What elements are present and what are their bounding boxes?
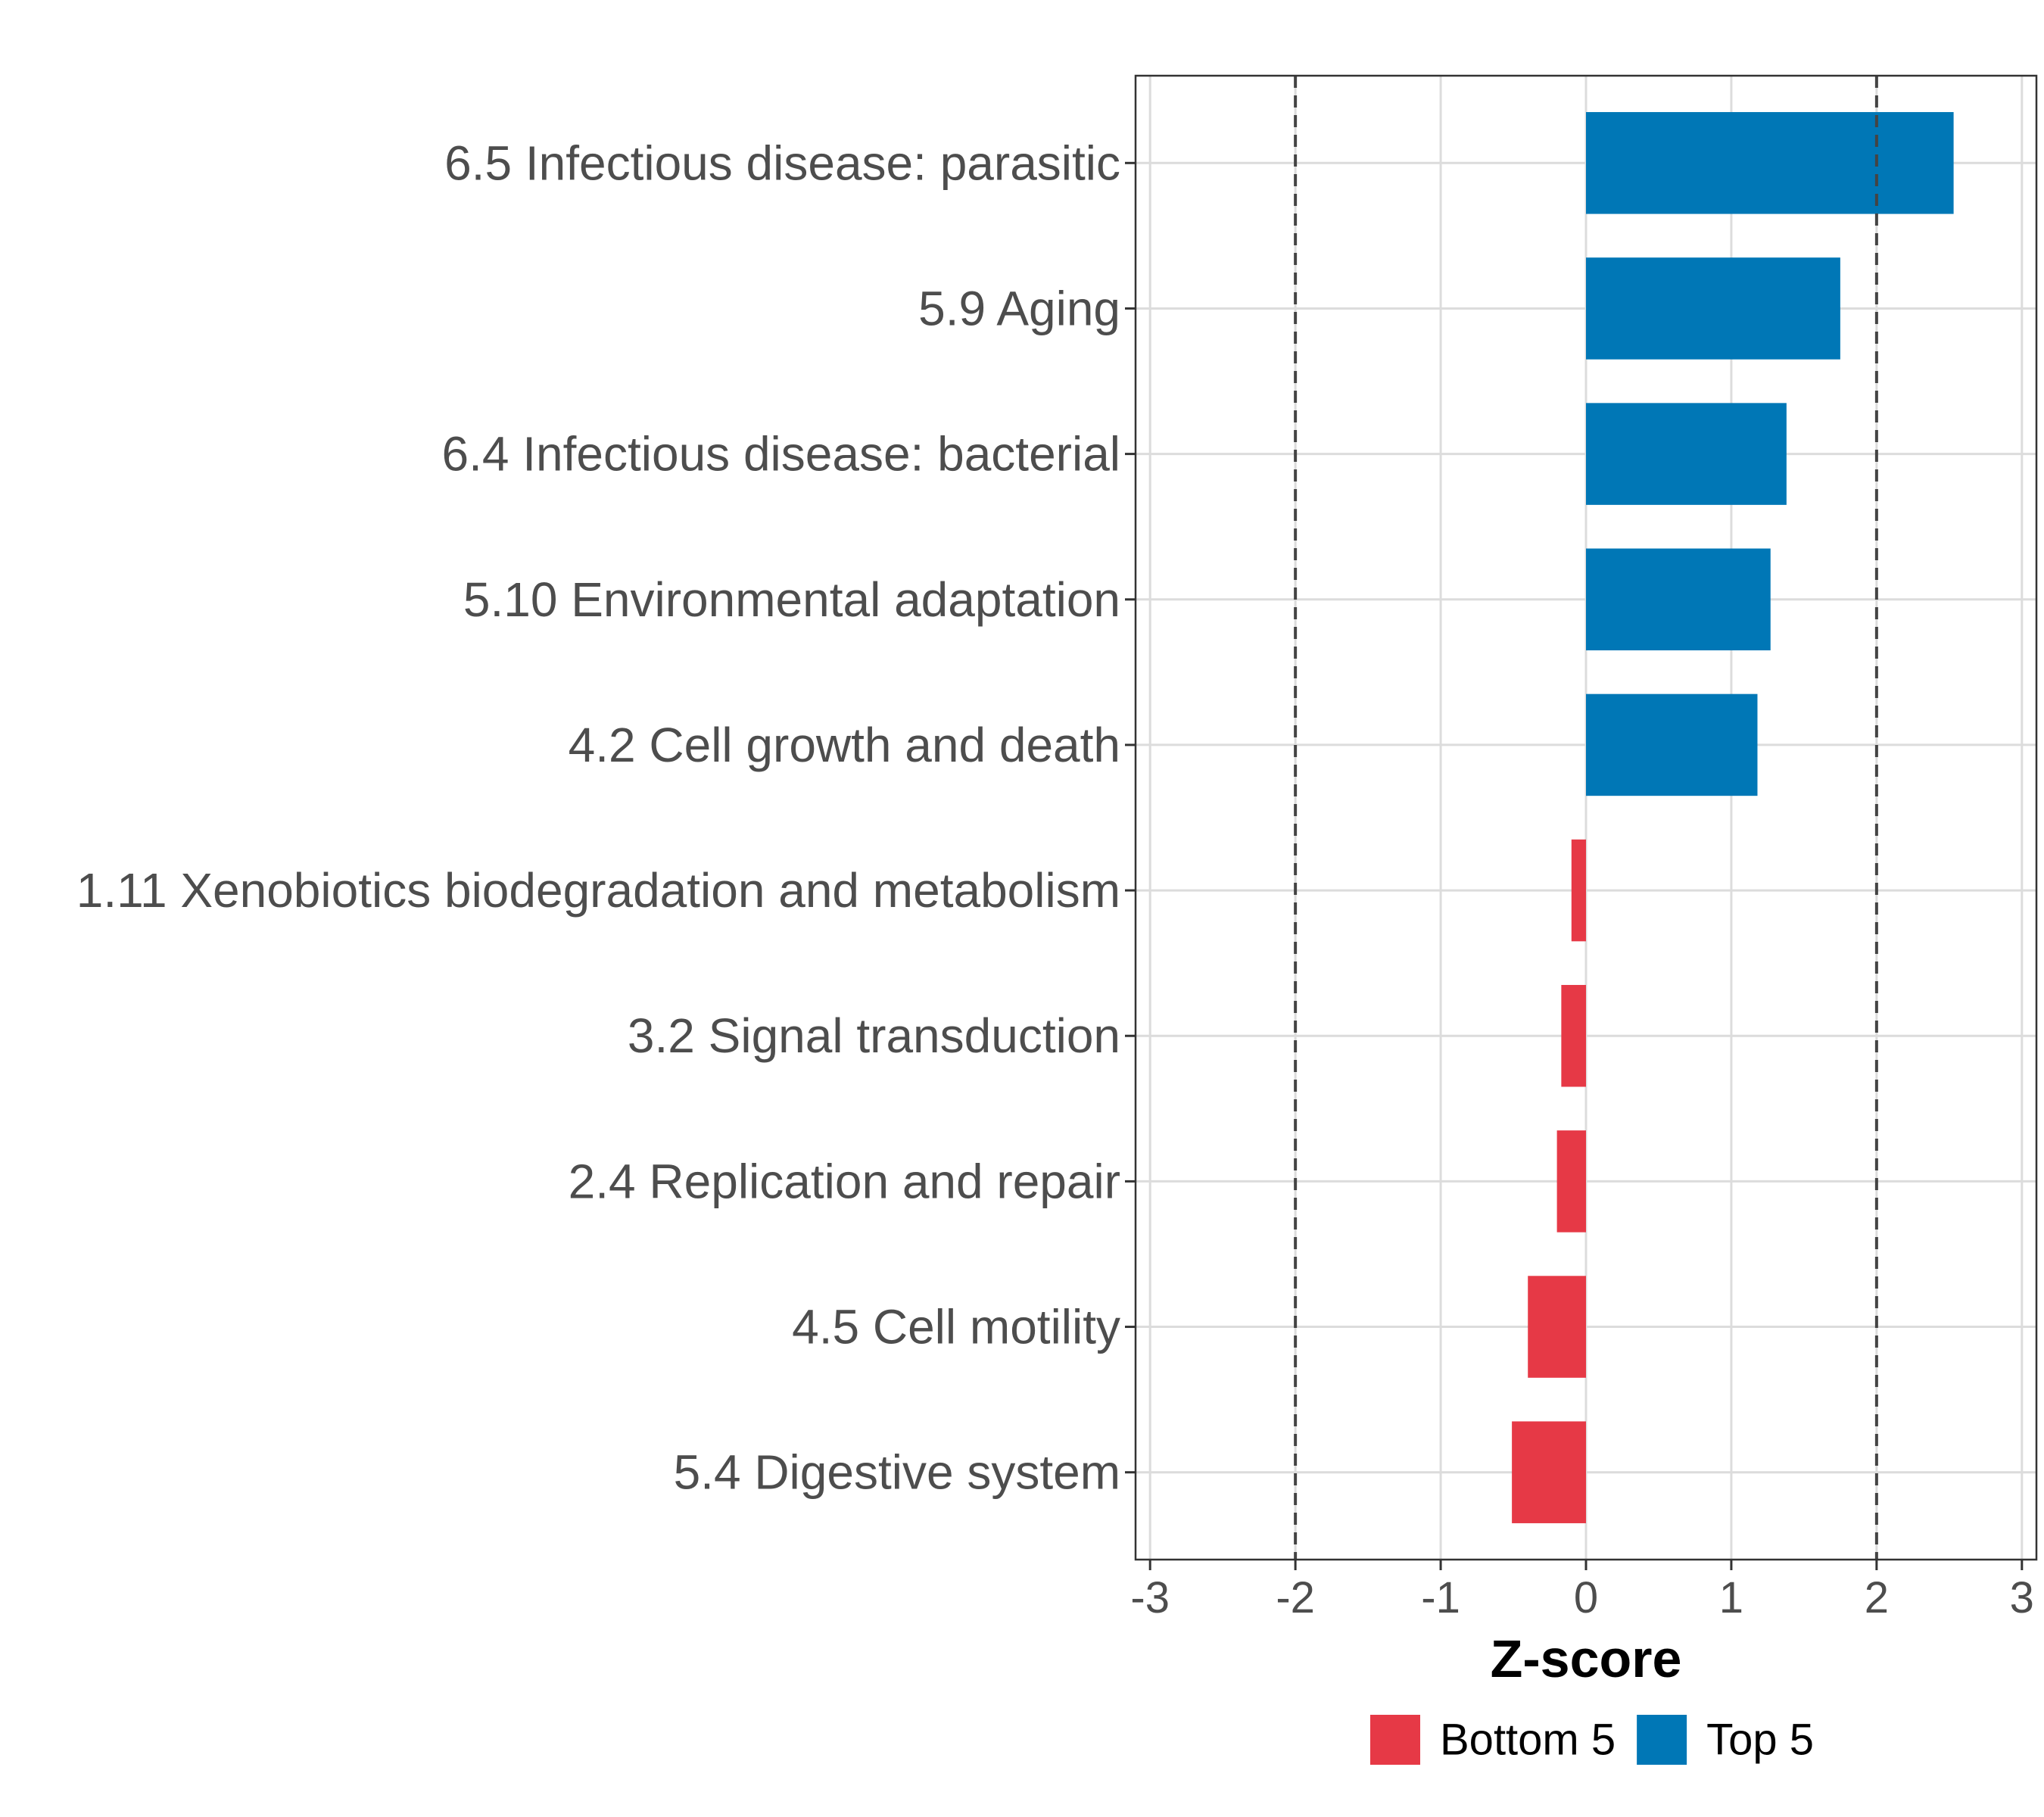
legend-label: Top 5 (1706, 1716, 1814, 1765)
bar-layer (1512, 112, 1954, 1523)
category-label: 3.2 Signal transduction (628, 1008, 1120, 1063)
x-tick-label: 2 (1865, 1573, 1889, 1622)
reference-lines (1294, 76, 1878, 1560)
legend-swatch (1370, 1715, 1420, 1765)
x-tick-label: 1 (1719, 1573, 1743, 1622)
legend-swatch (1637, 1715, 1687, 1765)
category-label: 6.4 Infectious disease: bacterial (441, 427, 1120, 482)
x-tick-label: 3 (2010, 1573, 2034, 1622)
category-label: 2.4 Replication and repair (569, 1154, 1120, 1208)
x-tick-label: -2 (1276, 1573, 1315, 1622)
category-label: 4.5 Cell motility (792, 1300, 1120, 1354)
category-label: 5.10 Environmental adaptation (463, 572, 1120, 627)
bar (1586, 693, 1758, 796)
bar (1586, 548, 1771, 651)
legend: Bottom 5 Top 5 (1370, 1715, 1814, 1765)
bar (1571, 839, 1586, 942)
category-label: 1.11 Xenobiotics biodegradation and meta… (76, 863, 1120, 918)
bar (1528, 1276, 1586, 1378)
x-axis-title: Z-score (1491, 1629, 1682, 1688)
category-label: 5.4 Digestive system (674, 1445, 1120, 1500)
x-tick-label: 0 (1574, 1573, 1598, 1622)
category-label: 4.2 Cell growth and death (569, 718, 1120, 772)
y-axis: 6.5 Infectious disease: parasitic 5.9 Agi… (76, 136, 1136, 1500)
legend-label: Bottom 5 (1440, 1716, 1616, 1765)
bar (1586, 112, 1954, 214)
bar (1561, 984, 1586, 1087)
bar (1586, 257, 1840, 360)
bar (1586, 403, 1787, 505)
bar (1556, 1130, 1586, 1233)
category-label: 6.5 Infectious disease: parasitic (444, 136, 1120, 190)
x-tick-label: -1 (1421, 1573, 1460, 1622)
bar (1512, 1421, 1586, 1523)
x-axis: -3 -2 -1 0 1 2 3 (1130, 1560, 2034, 1622)
x-tick-label: -3 (1130, 1573, 1170, 1622)
category-label: 5.9 Aging (918, 281, 1120, 335)
